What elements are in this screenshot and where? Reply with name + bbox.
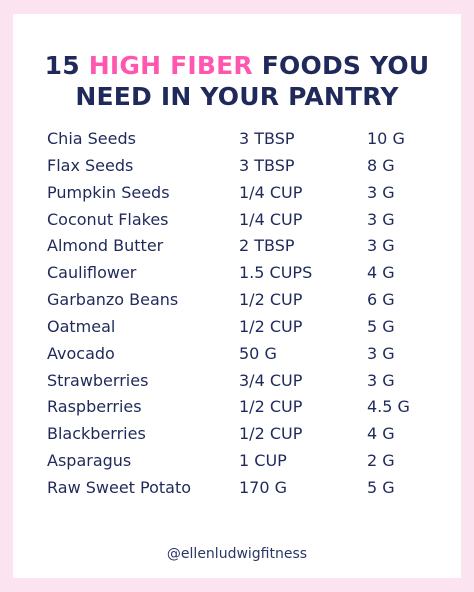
title-line2: NEED IN YOUR PANTRY bbox=[75, 82, 399, 111]
food-serving: 1/2 CUP bbox=[239, 397, 303, 417]
list-item: Strawberries 3/4 CUP 3 G bbox=[47, 368, 447, 395]
title-accent: HIGH FIBER bbox=[88, 51, 253, 80]
food-name: Pumpkin Seeds bbox=[47, 182, 170, 202]
food-name: Cauliflower bbox=[47, 263, 137, 283]
food-fiber: 10 G bbox=[367, 129, 405, 148]
food-serving: 3 TBSP bbox=[239, 129, 295, 148]
list-item: Blackberries 1/2 CUP 4 G bbox=[47, 421, 447, 448]
food-name: Almond Butter bbox=[47, 236, 164, 256]
food-serving: 50 G bbox=[239, 343, 277, 363]
food-name: Asparagus bbox=[47, 451, 132, 471]
food-serving: 3 TBSP bbox=[239, 155, 295, 175]
food-fiber: 6 G bbox=[367, 290, 395, 310]
list-item: Asparagus 1 CUP 2 G bbox=[47, 448, 447, 475]
food-name: Oatmeal bbox=[47, 316, 116, 336]
food-serving: 1/2 CUP bbox=[239, 424, 303, 444]
food-serving: 1/2 CUP bbox=[239, 290, 303, 310]
food-list: Chia Seeds 3 TBSP 10 G Flax Seeds 3 TBSP 8 G P… bbox=[47, 126, 447, 502]
list-item: Garbanzo Beans 1/2 CUP 6 G bbox=[47, 287, 447, 314]
food-name: Garbanzo Beans bbox=[47, 290, 179, 310]
list-item: Raw Sweet Potato 170 G 5 G bbox=[47, 475, 447, 502]
list-item: Flax Seeds 3 TBSP 8 G bbox=[47, 153, 447, 180]
list-item: Cauliflower 1.5 CUPS 4 G bbox=[47, 260, 447, 287]
food-name: Raw Sweet Potato bbox=[47, 477, 192, 497]
food-serving: 1/2 CUP bbox=[239, 316, 303, 336]
food-fiber: 4.5 G bbox=[367, 397, 410, 417]
food-name: Flax Seeds bbox=[47, 155, 134, 175]
food-name: Avocado bbox=[47, 343, 115, 363]
food-name: Strawberries bbox=[47, 370, 149, 390]
food-fiber: 3 G bbox=[367, 209, 395, 229]
food-fiber: 8 G bbox=[367, 155, 395, 175]
food-name: Raspberries bbox=[47, 397, 142, 417]
food-serving: 1/4 CUP bbox=[239, 182, 303, 202]
page-title: 15 HIGH FIBER FOODS YOU NEED IN YOUR PAN… bbox=[13, 50, 461, 112]
list-item: Almond Butter 2 TBSP 3 G bbox=[47, 233, 447, 260]
food-fiber: 5 G bbox=[367, 316, 395, 336]
list-item: Coconut Flakes 1/4 CUP 3 G bbox=[47, 207, 447, 234]
food-serving: 170 G bbox=[239, 477, 288, 497]
list-item: Chia Seeds 3 TBSP 10 G bbox=[47, 126, 447, 153]
food-fiber: 3 G bbox=[367, 182, 395, 202]
food-name: Chia Seeds bbox=[47, 129, 136, 148]
food-serving: 2 TBSP bbox=[239, 236, 295, 256]
food-serving: 1/4 CUP bbox=[239, 209, 303, 229]
list-item: Raspberries 1/2 CUP 4.5 G bbox=[47, 394, 447, 421]
food-name: Coconut Flakes bbox=[47, 209, 169, 229]
food-fiber: 3 G bbox=[367, 343, 395, 363]
content-card: 15 HIGH FIBER FOODS YOU NEED IN YOUR PAN… bbox=[13, 14, 461, 578]
food-fiber: 3 G bbox=[367, 370, 395, 390]
title-line1-rest: FOODS YOU bbox=[252, 51, 430, 80]
food-fiber: 4 G bbox=[367, 263, 395, 283]
list-item: Avocado 50 G 3 G bbox=[47, 341, 447, 368]
food-fiber: 3 G bbox=[367, 236, 395, 256]
food-fiber: 5 G bbox=[367, 477, 395, 497]
food-fiber: 2 G bbox=[367, 451, 395, 471]
food-serving: 1.5 CUPS bbox=[239, 263, 313, 283]
food-name: Blackberries bbox=[47, 424, 146, 444]
food-fiber: 4 G bbox=[367, 424, 395, 444]
list-item: Pumpkin Seeds 1/4 CUP 3 G bbox=[47, 180, 447, 207]
title-prefix: 15 bbox=[44, 51, 89, 80]
food-serving: 3/4 CUP bbox=[239, 370, 303, 390]
list-item: Oatmeal 1/2 CUP 5 G bbox=[47, 314, 447, 341]
footer-handle: @ellenludwigfitness bbox=[166, 546, 308, 562]
food-serving: 1 CUP bbox=[239, 451, 287, 471]
